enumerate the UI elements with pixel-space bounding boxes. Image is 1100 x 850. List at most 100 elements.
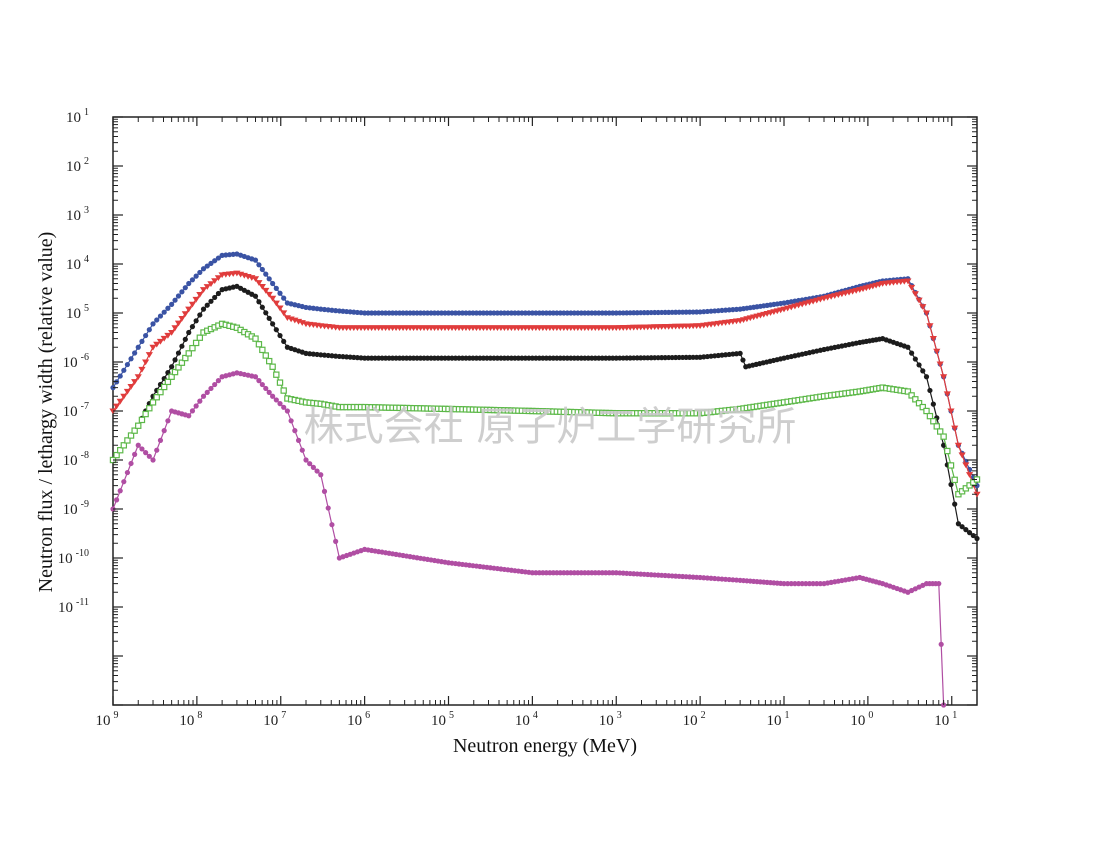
data-point: [259, 381, 265, 388]
data-point: [926, 323, 934, 329]
data-point: [963, 527, 969, 533]
data-point: [318, 352, 324, 358]
data-point: [157, 313, 164, 319]
data-point: [132, 350, 138, 356]
data-point: [215, 378, 222, 384]
data-point: [262, 352, 269, 359]
data-point: [182, 285, 188, 291]
data-point: [938, 641, 944, 647]
data-point: [193, 318, 199, 324]
y-tick-label: 10 5: [66, 303, 89, 322]
data-point: [817, 581, 823, 587]
data-point: [160, 383, 168, 391]
data-point: [255, 280, 263, 286]
data-point: [168, 329, 176, 336]
data-point: [121, 367, 127, 373]
data-point: [193, 403, 199, 409]
data-point: [193, 273, 199, 279]
data-point: [303, 457, 309, 463]
data-point: [179, 289, 185, 295]
data-point: [329, 522, 335, 528]
series-3: [109, 320, 981, 498]
data-point: [186, 280, 192, 287]
data-point: [923, 374, 930, 380]
series-1: [109, 270, 981, 498]
y-tick-label: 10 -9: [63, 499, 89, 518]
data-point: [142, 359, 150, 366]
data-point: [211, 278, 219, 285]
data-point: [321, 352, 328, 358]
data-point: [276, 379, 284, 386]
data-point: [143, 450, 149, 456]
data-point: [277, 332, 283, 339]
data-point: [123, 388, 132, 395]
data-point: [192, 296, 200, 303]
data-point: [266, 315, 272, 321]
data-point: [299, 447, 305, 453]
data-point: [273, 397, 279, 403]
data-point: [117, 447, 124, 454]
x-tick-label: 10 4: [515, 710, 538, 729]
data-point: [120, 442, 128, 449]
data-point: [314, 468, 320, 474]
data-point: [810, 581, 816, 587]
data-point: [280, 387, 287, 394]
data-point: [256, 262, 262, 268]
data-point: [200, 306, 207, 312]
data-point: [154, 447, 160, 453]
data-point: [182, 336, 188, 342]
data-point: [909, 350, 915, 356]
data-point: [116, 398, 124, 405]
data-point: [200, 266, 207, 272]
data-point: [281, 295, 287, 301]
data-point: [929, 335, 937, 342]
data-point: [189, 324, 196, 330]
data-point: [803, 581, 809, 587]
data-point: [270, 393, 276, 399]
data-point: [196, 291, 204, 298]
data-point: [139, 446, 145, 452]
data-point: [266, 389, 272, 395]
data-point: [197, 269, 203, 276]
y-tick-label: 10 -10: [58, 548, 89, 567]
data-point: [156, 338, 165, 345]
data-point: [178, 315, 186, 322]
data-point: [284, 408, 290, 414]
data-point: [212, 294, 218, 301]
y-tick-label: 10 1: [66, 107, 89, 126]
data-point: [208, 385, 214, 392]
data-point: [262, 287, 270, 294]
data-point: [916, 362, 922, 368]
data-point: [281, 338, 287, 345]
data-point: [307, 461, 313, 467]
data-point: [128, 356, 134, 362]
x-axis-title: Neutron energy (MeV): [453, 735, 637, 757]
data-point: [179, 343, 185, 349]
data-point: [269, 295, 277, 302]
data-point: [252, 257, 259, 263]
data-point: [138, 366, 146, 373]
x-tick-label: 10 6: [347, 710, 370, 729]
x-axis: 10 9 10 8 10 7 10 6 10 5 10 4 10 3 10 2 10 1 10 0 10 1: [96, 117, 957, 729]
data-point: [266, 276, 272, 282]
data-point: [936, 581, 942, 587]
data-point: [919, 304, 927, 310]
data-point: [165, 305, 171, 311]
x-tick-label: 10 5: [431, 710, 454, 729]
data-point: [127, 432, 135, 439]
x-tick-label: 10 2: [683, 710, 706, 729]
data-point: [255, 341, 263, 348]
x-tick-label: 10 0: [850, 710, 873, 729]
data-point: [276, 305, 284, 312]
x-tick-label: 10 7: [263, 710, 286, 729]
data-point: [161, 309, 167, 315]
data-point: [785, 581, 791, 587]
data-point: [146, 405, 153, 412]
data-point: [145, 352, 153, 358]
data-point: [943, 391, 951, 398]
data-point: [740, 357, 746, 363]
data-point: [920, 368, 926, 374]
watermark: 株式会社 原子炉工学研究所: [304, 404, 797, 450]
data-point: [113, 451, 120, 459]
data-point: [265, 291, 273, 298]
